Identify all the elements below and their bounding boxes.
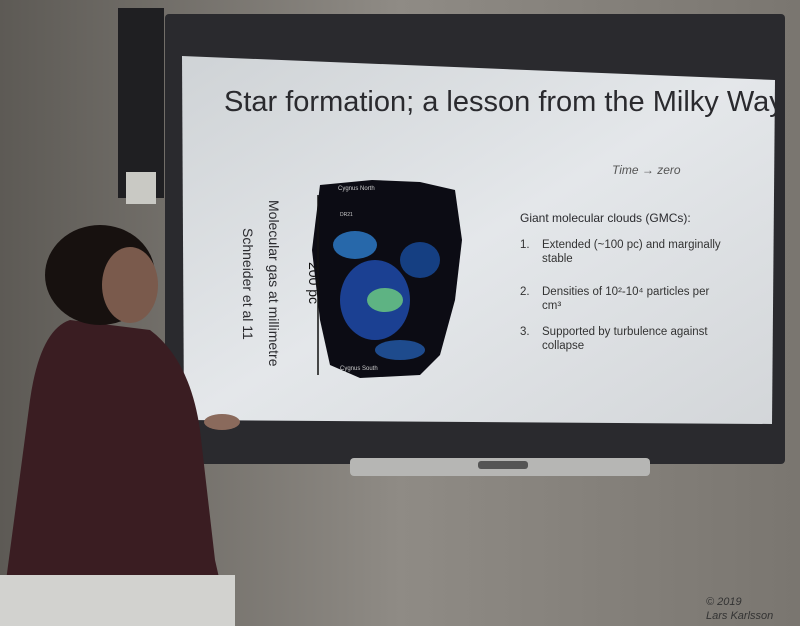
slide-subtitle: Time → zero xyxy=(612,163,681,177)
item-number: 1. xyxy=(520,239,530,251)
gas-cloud xyxy=(400,242,440,278)
scale-label: 200 pc xyxy=(306,262,322,305)
caption: Schneider et al 11 xyxy=(240,228,256,340)
item-number: 3. xyxy=(520,326,530,338)
watermark-year: © 2019 xyxy=(706,596,742,608)
list-heading: Giant molecular clouds (GMCs): xyxy=(520,211,691,225)
map-label: Cygnus North xyxy=(338,186,375,192)
socket xyxy=(126,172,156,204)
item-text: Extended (~100 pc) and marginally stable xyxy=(542,239,721,265)
watermark-author: Lars Karlsson xyxy=(706,610,774,622)
map-label: Cygnus South xyxy=(340,366,378,372)
presenter-body xyxy=(0,320,230,626)
item-number: 2. xyxy=(520,286,530,298)
caption: Molecular gas at millimetre xyxy=(266,200,282,367)
speaker xyxy=(118,8,164,198)
map-label: DR21 xyxy=(340,212,353,218)
item-text: Densities of 10²-10⁴ particles per cm³ xyxy=(542,286,710,312)
table xyxy=(0,575,235,626)
slide-title: Star formation; a lesson from the Milky … xyxy=(224,86,784,118)
presenter-face xyxy=(102,247,158,323)
presenter-hand xyxy=(204,414,240,430)
gas-cloud xyxy=(367,288,403,312)
tray-button xyxy=(478,461,528,469)
gas-cloud xyxy=(333,231,377,259)
gas-cloud xyxy=(375,340,425,360)
item-text: Supported by turbulence against collapse xyxy=(542,326,708,352)
